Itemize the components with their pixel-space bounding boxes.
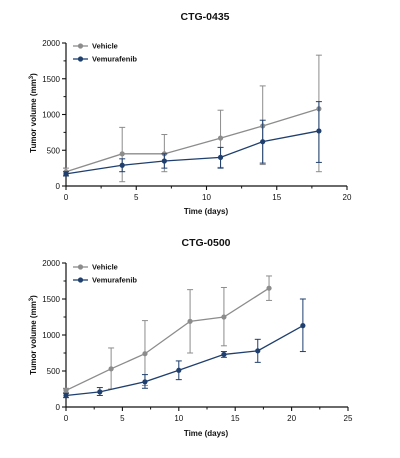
- x-tick-label: 25: [344, 414, 353, 423]
- axes-group: 0 500 1000 1500 2000 0 5 10 15 20: [42, 39, 352, 202]
- series-vemurafenib: [63, 298, 306, 399]
- data-point: [119, 162, 125, 168]
- series-layer: [63, 275, 306, 399]
- series-line: [65, 130, 320, 175]
- series-vehicle: [63, 54, 322, 183]
- y-tick-label: 500: [47, 146, 61, 155]
- data-point: [161, 158, 167, 164]
- data-point: [221, 351, 227, 358]
- y-axis-label: Tumor volume (mm3): [29, 73, 38, 153]
- y-tick-label: 2000: [42, 259, 60, 268]
- x-tick-label: 5: [120, 414, 125, 423]
- legend: Vehicle Vemurafenib: [73, 42, 137, 64]
- series-line: [65, 325, 304, 397]
- legend-marker: [77, 43, 84, 49]
- data-point: [300, 323, 306, 329]
- series-line: [65, 108, 320, 173]
- data-point: [142, 379, 148, 385]
- legend-entry-label: Vehicle: [92, 42, 118, 51]
- x-tick-label: 0: [64, 193, 69, 202]
- legend-entry-label: Vehicle: [92, 263, 118, 272]
- chart-title: CTG-0500: [181, 237, 230, 249]
- y-tick-label: 1000: [42, 111, 60, 120]
- chart-ctg-0500: CTG-0500 0 500 1000 1500 2000 0 5 10 15 20 25 Tumo…: [29, 237, 353, 438]
- x-tick-label: 10: [174, 414, 183, 423]
- x-axis-label: Time (days): [184, 207, 229, 216]
- data-point: [255, 348, 261, 354]
- x-tick-label: 10: [202, 193, 211, 202]
- x-tick-label: 20: [287, 414, 296, 423]
- data-point: [97, 389, 103, 395]
- x-tick-label: 5: [134, 193, 139, 202]
- data-point: [142, 351, 148, 357]
- x-axis-label: Time (days): [184, 429, 229, 438]
- legend-marker: [77, 56, 84, 62]
- chart-title: CTG-0435: [180, 11, 229, 23]
- y-axis-label: Tumor volume (mm3): [29, 295, 38, 375]
- legend-marker: [77, 264, 84, 270]
- y-tick-label: 1500: [42, 295, 60, 304]
- legend-entry-label: Vemurafenib: [92, 55, 137, 64]
- series-line: [65, 287, 270, 392]
- y-tick-label: 0: [56, 182, 61, 191]
- legend-marker: [77, 277, 84, 283]
- series-vehicle: [63, 275, 273, 394]
- y-tick-label: 1500: [42, 75, 60, 84]
- series-layer: [63, 54, 322, 183]
- data-point: [217, 154, 224, 160]
- data-point: [260, 139, 266, 145]
- legend: Vehicle Vemurafenib: [73, 263, 137, 285]
- data-point: [187, 318, 193, 324]
- chart-ctg-0435: CTG-0435 0 500 1000 1500 2000 0 5 10 15 20 Tumor …: [29, 11, 352, 216]
- x-tick-label: 20: [343, 193, 352, 202]
- data-point: [176, 367, 182, 373]
- legend-entry-label: Vemurafenib: [92, 276, 137, 285]
- data-point: [316, 128, 322, 134]
- data-point: [119, 151, 125, 157]
- x-tick-label: 0: [64, 414, 69, 423]
- data-point: [221, 314, 227, 320]
- data-point: [108, 366, 114, 372]
- y-tick-label: 500: [47, 367, 61, 376]
- x-tick-label: 15: [231, 414, 240, 423]
- data-point: [63, 387, 69, 394]
- data-point: [63, 392, 69, 399]
- y-tick-label: 2000: [42, 39, 60, 48]
- axes-group: 0 500 1000 1500 2000 0 5 10 15 20 25: [42, 259, 353, 423]
- y-tick-label: 0: [56, 403, 61, 412]
- data-point: [63, 171, 69, 177]
- y-tick-label: 1000: [42, 331, 60, 340]
- series-vemurafenib: [63, 101, 322, 177]
- data-point: [266, 285, 272, 291]
- data-point: [217, 135, 224, 141]
- x-tick-label: 15: [272, 193, 281, 202]
